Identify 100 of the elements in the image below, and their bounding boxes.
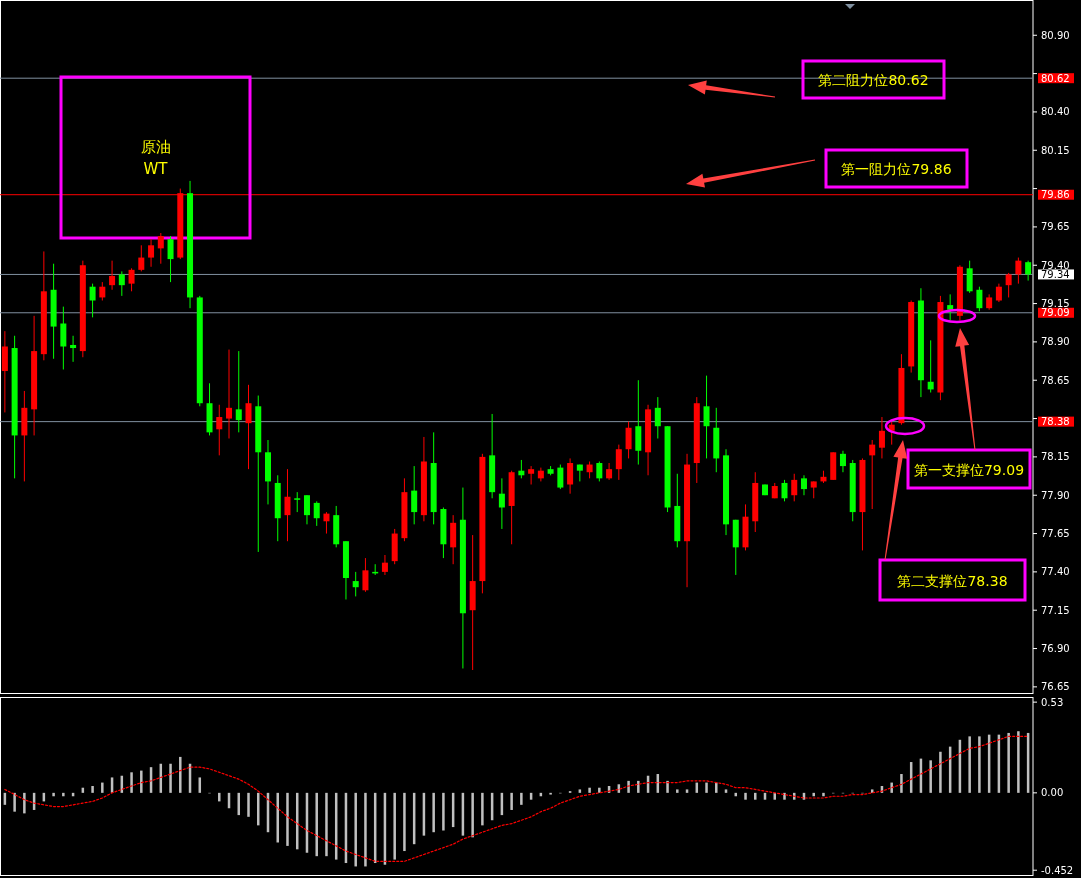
annotation: 第一阻力位79.86 xyxy=(841,161,952,178)
line-series xyxy=(4,735,1029,862)
bar xyxy=(481,792,484,826)
bar xyxy=(218,792,221,802)
bar xyxy=(890,782,893,793)
bar xyxy=(169,763,172,793)
bar xyxy=(520,792,523,805)
candlestick xyxy=(976,286,983,312)
y-tick-label: 79.65 xyxy=(1041,221,1070,233)
candlestick xyxy=(791,473,798,502)
candlestick xyxy=(869,439,876,510)
candlestick xyxy=(235,350,242,433)
y-tick-label: -0.452 xyxy=(1041,864,1074,876)
candlestick xyxy=(878,416,885,459)
bar xyxy=(91,786,94,793)
candlestick xyxy=(167,235,174,283)
bar xyxy=(637,780,640,793)
bar xyxy=(471,792,474,838)
bar xyxy=(13,792,16,812)
bar xyxy=(403,792,406,852)
candlestick xyxy=(567,457,574,495)
candlestick xyxy=(352,571,359,597)
candlestick xyxy=(966,260,973,294)
bar xyxy=(666,780,669,793)
bar xyxy=(130,772,133,793)
candlestick xyxy=(381,554,388,576)
bar xyxy=(101,782,104,793)
bar xyxy=(588,787,591,793)
bar xyxy=(315,792,318,857)
candlestick xyxy=(284,468,291,542)
candlestick xyxy=(148,238,155,268)
ref-line-label: 79.34 xyxy=(1041,268,1070,280)
y-tick-label: 80.90 xyxy=(1041,29,1070,41)
candlestick xyxy=(1015,257,1022,285)
bar xyxy=(286,792,289,846)
bar xyxy=(900,774,903,793)
candlestick xyxy=(625,421,632,459)
candlestick xyxy=(606,462,613,481)
y-tick-label: 78.65 xyxy=(1041,374,1070,386)
y-tick-label: 79.40 xyxy=(1041,259,1070,271)
y-tick-label: 76.90 xyxy=(1041,643,1070,655)
bar xyxy=(354,792,357,867)
bar xyxy=(276,792,279,843)
bar xyxy=(812,792,815,797)
bar xyxy=(247,792,250,817)
y-tick-label: 79.15 xyxy=(1041,298,1070,310)
ref-line-label: 78.38 xyxy=(1041,416,1070,428)
y-tick-label: 80.15 xyxy=(1041,144,1070,156)
candlestick xyxy=(109,260,116,291)
candlestick xyxy=(99,281,106,301)
bar xyxy=(257,792,260,826)
candlestick xyxy=(839,450,846,473)
annotation: 第一支撑位79.09 xyxy=(913,461,1025,478)
annotation: 第二阻力位80.62 xyxy=(818,72,929,89)
y-tick-label: 0.00 xyxy=(1041,787,1064,799)
bar xyxy=(715,782,718,793)
y-tick-label: 77.65 xyxy=(1041,528,1070,540)
candlestick xyxy=(138,244,145,272)
annotation: 第二支撑位78.38 xyxy=(897,572,1008,589)
candlestick xyxy=(362,557,369,593)
bar xyxy=(140,770,143,793)
bar xyxy=(62,792,65,797)
bar xyxy=(744,792,747,800)
y-tick-label: 0.53 xyxy=(1041,696,1064,708)
candlestick xyxy=(323,511,330,535)
bar xyxy=(939,751,942,793)
bar xyxy=(1007,732,1010,793)
candlestick xyxy=(947,293,954,321)
y-tick-label: 78.15 xyxy=(1041,451,1070,463)
bar xyxy=(364,792,367,867)
ref-line-label: 79.09 xyxy=(1041,307,1070,319)
bar xyxy=(23,792,26,814)
bar xyxy=(393,792,396,860)
candlestick xyxy=(245,384,252,470)
candlestick xyxy=(118,270,125,297)
bar xyxy=(822,792,825,797)
ref-line-label: 79.86 xyxy=(1041,189,1070,201)
y-tick-label: 76.65 xyxy=(1041,681,1070,693)
bar xyxy=(705,782,708,793)
candlestick xyxy=(216,404,223,456)
bar xyxy=(978,736,981,793)
bar xyxy=(676,789,679,793)
bar xyxy=(325,792,328,857)
bar xyxy=(432,792,435,833)
candlestick xyxy=(615,444,622,481)
candlestick xyxy=(411,465,418,525)
candlestick xyxy=(800,474,807,496)
candlestick xyxy=(128,267,135,292)
candlestick xyxy=(781,479,788,502)
y-tick-label: 77.90 xyxy=(1041,489,1070,501)
candlestick xyxy=(703,375,710,459)
annotation: 原油 WT xyxy=(140,138,171,178)
candlestick xyxy=(528,465,535,485)
y-tick-label: 77.15 xyxy=(1041,604,1070,616)
bar xyxy=(442,792,445,831)
bar xyxy=(1017,731,1020,793)
candlestick xyxy=(1005,272,1012,298)
candlestick xyxy=(654,396,661,439)
candlestick xyxy=(596,460,603,482)
candlestick xyxy=(995,283,1002,303)
